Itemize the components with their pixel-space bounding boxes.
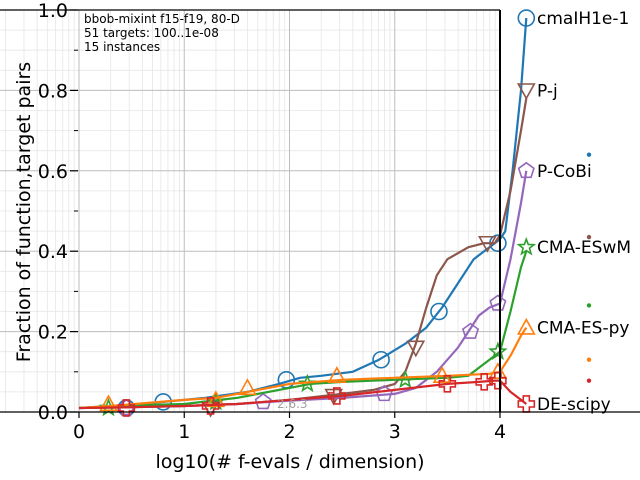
x-tick-label: 2 [283, 421, 295, 443]
y-axis-title: Fraction of function,target pairs [13, 62, 35, 362]
series-line [78, 326, 528, 410]
series-marker [432, 366, 452, 384]
series-label: DE-scipy [537, 395, 611, 415]
series-label: P-j [537, 81, 558, 101]
series-P-j: P-j [78, 81, 558, 418]
x-tick-label: 3 [389, 421, 401, 443]
x-tick-label: 0 [73, 421, 85, 443]
series-marker [254, 392, 272, 410]
series-marker [328, 387, 346, 405]
series-line [78, 98, 528, 410]
series-marker [99, 394, 118, 412]
series-marker [516, 83, 536, 101]
series-marker [201, 397, 220, 415]
series-marker [517, 161, 535, 179]
annotation-line-2: 51 targets: 100..1e-08 [84, 26, 219, 40]
series-marker [517, 9, 536, 27]
reference-dot [586, 378, 592, 383]
series-marker [461, 322, 480, 339]
reference-dot [586, 234, 592, 240]
series-line [78, 17, 528, 410]
series-marker [516, 236, 537, 256]
series-marker [488, 362, 508, 380]
series-marker [478, 235, 497, 253]
series-marker [327, 366, 347, 384]
series-cmaIH1e-1: cmaIH1e-1 [78, 9, 629, 417]
series-marker [438, 375, 457, 393]
series-marker [117, 399, 136, 417]
y-tick-label: 0.8 [38, 80, 68, 102]
x-axis-title: log10(# f-evals / dimension) [155, 451, 424, 473]
y-tick-label: 0.6 [38, 161, 68, 183]
x-tick-label: 4 [494, 421, 506, 443]
series-marker [372, 350, 390, 369]
series-marker [430, 302, 448, 321]
reference-dot [586, 303, 592, 308]
y-tick-label: 1.0 [38, 0, 68, 22]
series-marker [488, 341, 508, 361]
series-label: P-CoBi [537, 162, 592, 182]
series-label: CMA-ES-py [537, 319, 629, 339]
x-tick-label: 1 [178, 421, 190, 443]
series-marker [516, 317, 536, 335]
series-marker [475, 373, 494, 391]
annotation-line-3: 15 instances [84, 40, 160, 54]
series-P-CoBi: P-CoBi [78, 161, 592, 416]
y-tick-label: 0.0 [38, 402, 68, 424]
series-CMA-ES-py: CMA-ES-py [78, 317, 629, 412]
version-label: 2.6.3 [277, 397, 308, 411]
reference-dot [586, 357, 592, 362]
axes: 0.0 0.2 0.4 0.6 0.8 1.0 0 1 2 3 4 [0, 0, 640, 443]
annotation-block: bbob-mixint f15-f19, 80-D 51 targets: 10… [84, 12, 240, 54]
series-line [78, 170, 528, 410]
y-tick-label: 0.2 [38, 322, 68, 344]
y-tick-label: 0.4 [38, 241, 68, 263]
series-marker [489, 294, 507, 311]
series-line [78, 379, 527, 410]
annotation-line-1: bbob-mixint f15-f19, 80-D [84, 12, 240, 26]
reference-dot [586, 152, 592, 157]
series-marker [206, 390, 226, 408]
series-marker [406, 340, 426, 358]
series-marker [238, 378, 257, 396]
grid [0, 9, 501, 412]
series-label: CMA-ESwM [537, 238, 631, 258]
series-label: cmaIH1e-1 [537, 9, 629, 29]
